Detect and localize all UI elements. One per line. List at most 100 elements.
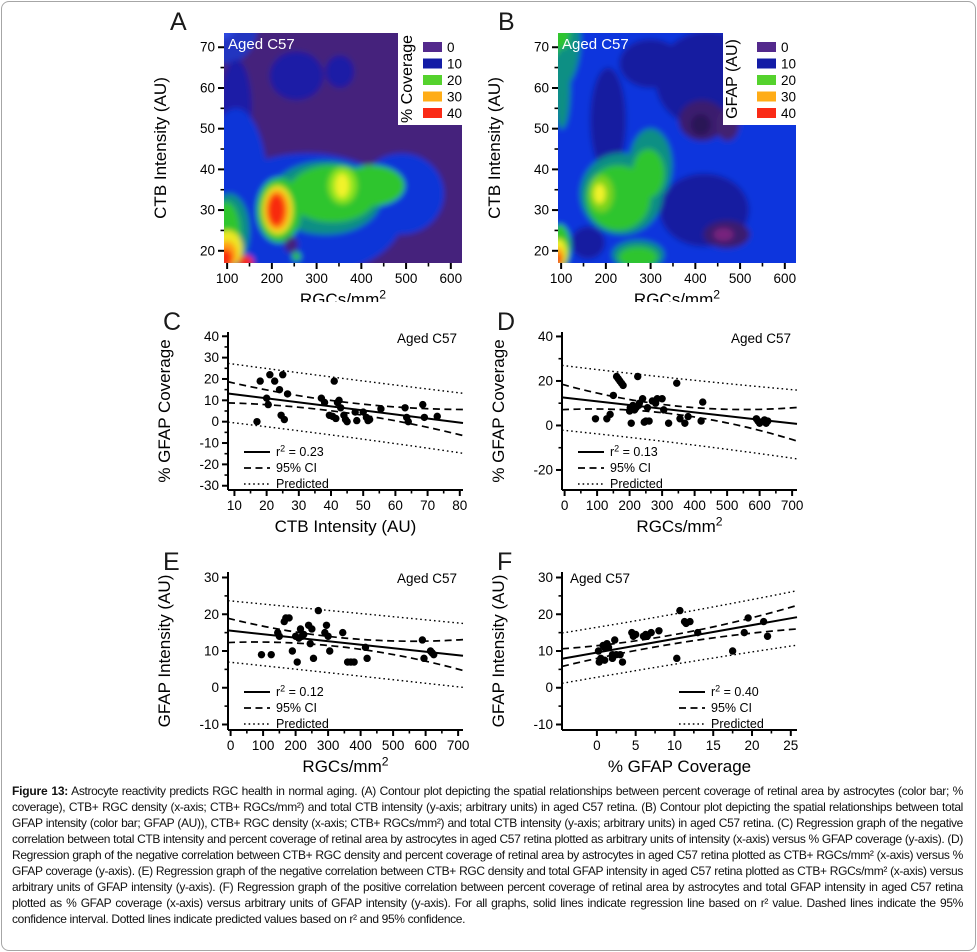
legend-label: r2 = 0.12 (276, 683, 324, 699)
ci_lower-line (561, 408, 798, 442)
panel-letter: A (170, 8, 187, 36)
chart-title: Aged C57 (228, 36, 295, 53)
svg-text:30: 30 (200, 203, 215, 218)
svg-text:15: 15 (706, 738, 721, 753)
colorbar-swatch (423, 108, 442, 118)
svg-text:0: 0 (593, 738, 601, 753)
svg-text:10: 10 (447, 57, 462, 72)
svg-text:500: 500 (395, 271, 418, 286)
y-axis: 20 30 40 50 60 70 (200, 40, 224, 258)
colorbar-swatch (757, 75, 776, 85)
svg-text:200: 200 (595, 271, 618, 286)
y-axis: 20 30 40 50 60 70 (534, 40, 558, 258)
legend-label: r2 = 0.23 (276, 443, 324, 459)
svg-text:0: 0 (781, 40, 789, 55)
svg-text:20: 20 (259, 498, 274, 513)
legend-label: r2 = 0.13 (610, 443, 658, 459)
x-axis: 0 100 200 300 400 500 600 700 (561, 490, 803, 513)
regression-line (227, 392, 464, 424)
svg-text:5: 5 (632, 738, 640, 753)
svg-text:300: 300 (651, 498, 674, 513)
data-points (591, 372, 772, 427)
svg-text:40: 40 (781, 106, 796, 121)
legend: r2 = 0.40 95% CI Predicted (679, 683, 764, 731)
x-axis-title: RGCs/mm2 (300, 288, 386, 302)
svg-text:300: 300 (305, 271, 328, 286)
svg-text:30: 30 (204, 570, 219, 585)
svg-text:-10: -10 (199, 717, 219, 732)
svg-text:10: 10 (227, 498, 242, 513)
chart-title: Aged C57 (397, 331, 457, 346)
svg-text:600: 600 (414, 738, 437, 753)
svg-text:30: 30 (204, 350, 219, 365)
panel-f-scatter-chart: F 0 5 10 15 20 25 -10 0 10 20 30 % GFAP Coverage GFAP… (489, 548, 798, 776)
svg-text:100: 100 (216, 271, 239, 286)
legend-label: 95% CI (711, 701, 752, 715)
svg-text:100: 100 (252, 738, 275, 753)
svg-text:200: 200 (284, 738, 307, 753)
svg-text:30: 30 (447, 90, 462, 105)
svg-text:0: 0 (211, 680, 219, 695)
svg-text:200: 200 (618, 498, 641, 513)
svg-text:20: 20 (538, 373, 553, 388)
ci_lower-line (227, 641, 464, 672)
svg-text:400: 400 (349, 738, 372, 753)
figure-caption: Figure 13: Astrocyte reactivity predicts… (12, 783, 963, 927)
svg-text:10: 10 (538, 644, 553, 659)
legend: r2 = 0.13 95% CI Predicted (578, 443, 663, 491)
svg-text:30: 30 (781, 90, 796, 105)
svg-text:70: 70 (200, 40, 215, 55)
x-axis-title: RGCs/mm2 (634, 288, 720, 302)
y-axis: -30 -20 -10 0 10 20 30 40 (199, 329, 228, 493)
svg-text:0: 0 (447, 40, 455, 55)
panel-e-scatter-chart: E 0 100 200 300 400 500 600 700 -10 0 10 20 30 RGCs/mm… (155, 548, 469, 776)
x-axis: 0 5 10 15 20 25 (593, 730, 798, 753)
y-axis-title: CTB Intensity (AU) (151, 77, 170, 219)
svg-text:600: 600 (774, 271, 797, 286)
regression-line (561, 616, 798, 660)
svg-text:30: 30 (291, 498, 306, 513)
svg-text:10: 10 (667, 738, 682, 753)
svg-text:-10: -10 (533, 717, 553, 732)
panel-letter: C (163, 308, 181, 336)
svg-text:60: 60 (388, 498, 403, 513)
regression-lines (227, 362, 464, 454)
panel-d-scatter-chart: D 0 100 200 300 400 500 600 700 -20 0 20 40 RGCs/mm2%… (489, 308, 803, 536)
svg-text:500: 500 (729, 271, 752, 286)
svg-text:10: 10 (204, 644, 219, 659)
figure-caption-text: Astrocyte reactivity predicts RGC health… (12, 784, 963, 926)
svg-text:400: 400 (684, 271, 707, 286)
x-axis-title: RGCs/mm2 (302, 755, 388, 776)
ci_upper-line (561, 383, 798, 411)
svg-text:0: 0 (545, 418, 553, 433)
svg-text:10: 10 (781, 57, 796, 72)
svg-text:500: 500 (382, 738, 405, 753)
svg-text:100: 100 (550, 271, 573, 286)
ci_upper-line (561, 604, 798, 650)
y-axis: -10 0 10 20 30 (199, 570, 228, 732)
panel-letter: E (163, 548, 180, 576)
colorbar-swatch (423, 91, 442, 102)
svg-text:60: 60 (200, 80, 215, 95)
pred_upper-line (561, 364, 798, 391)
y-axis: -10 0 10 20 30 (533, 570, 562, 732)
chart-title: Aged C57 (731, 331, 791, 346)
svg-text:50: 50 (200, 121, 215, 136)
legend: r2 = 0.23 95% CI Predicted (244, 443, 329, 491)
svg-text:30: 30 (534, 203, 549, 218)
svg-text:40: 40 (447, 106, 462, 121)
chart-title: Aged C57 (562, 36, 629, 53)
panel-letter: B (498, 8, 515, 36)
svg-text:-10: -10 (199, 436, 219, 451)
ci_lower-line (561, 628, 798, 668)
svg-text:-20: -20 (199, 457, 219, 472)
regression-lines (561, 590, 798, 685)
svg-text:20: 20 (447, 73, 462, 88)
svg-text:20: 20 (200, 243, 215, 258)
panel-letter: D (497, 308, 515, 336)
colorbar-swatch (757, 91, 776, 102)
